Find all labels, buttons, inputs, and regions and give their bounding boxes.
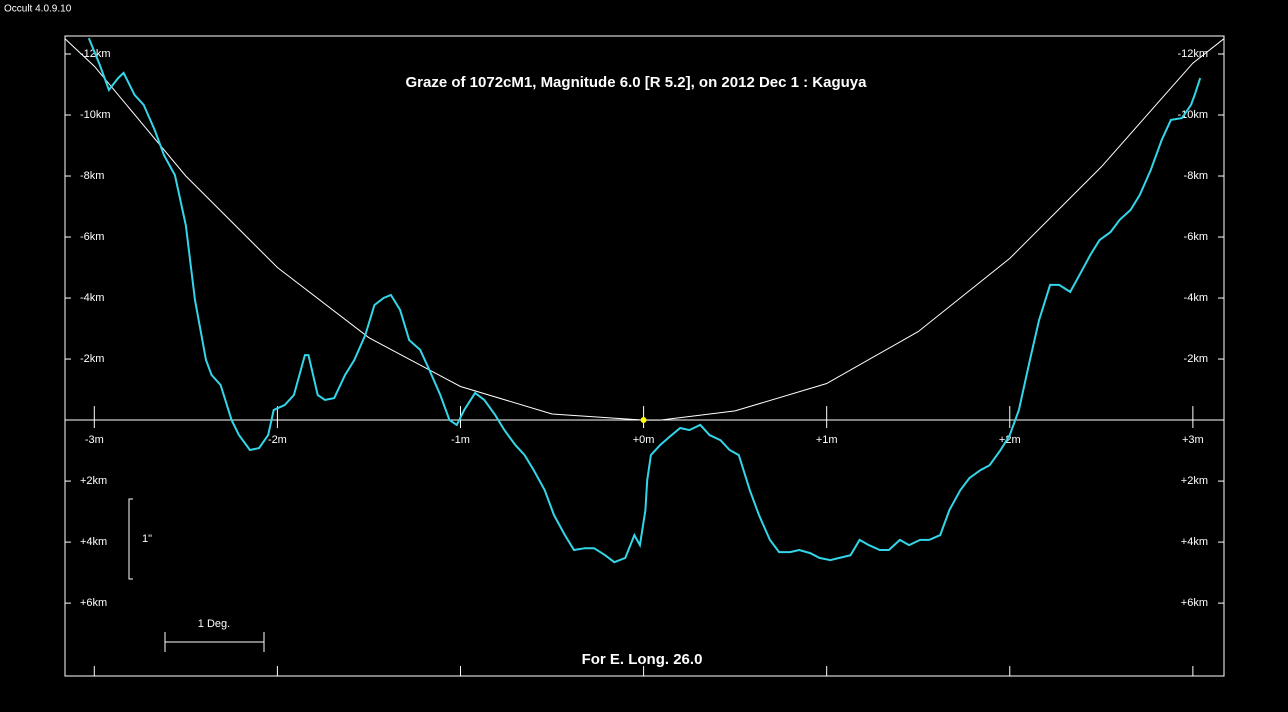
chart-title: Graze of 1072cM1, Magnitude 6.0 [R 5.2],… (406, 74, 868, 91)
footer-label: For E. Long. 26.0 (582, 651, 703, 668)
x-tick-label: -3m (85, 434, 104, 446)
y-tick-label: +2km (1181, 475, 1208, 487)
x-tick-label: +3m (1182, 434, 1204, 446)
x-tick-label: +1m (816, 434, 838, 446)
y-tick-label: +6km (1181, 597, 1208, 609)
y-tick-label: -2km (80, 353, 104, 365)
y-tick-label: -2km (1184, 353, 1208, 365)
horizontal-scale-bar (164, 632, 265, 652)
x-tick-label: -1m (451, 434, 470, 446)
y-tick-label: -8km (1184, 170, 1208, 182)
y-tick-label: -4km (80, 292, 104, 304)
y-tick-label: +2km (80, 475, 107, 487)
limb-curve (64, 38, 1225, 421)
central-point (640, 417, 647, 424)
y-tick-label: -6km (80, 231, 104, 243)
y-tick-label: -10km (1177, 109, 1208, 121)
plot-frame (64, 35, 1225, 677)
y-tick-label: -4km (1184, 292, 1208, 304)
vertical-scale-bar (128, 498, 133, 580)
horizontal-scale-label: 1 Deg. (198, 618, 230, 630)
x-tick-label: -2m (268, 434, 287, 446)
vertical-scale-label: 1" (142, 533, 152, 545)
limb-profile (87, 37, 1202, 564)
x-tick-label: +0m (633, 434, 655, 446)
y-tick-label: -8km (80, 170, 104, 182)
y-tick-label: -12km (1177, 48, 1208, 60)
y-tick-label: -10km (80, 109, 111, 121)
y-tick-label: +4km (1181, 536, 1208, 548)
y-tick-label: +4km (80, 536, 107, 548)
y-tick-label: +6km (80, 597, 107, 609)
app-label: Occult 4.0.9.10 (4, 4, 72, 15)
y-tick-label: -6km (1184, 231, 1208, 243)
